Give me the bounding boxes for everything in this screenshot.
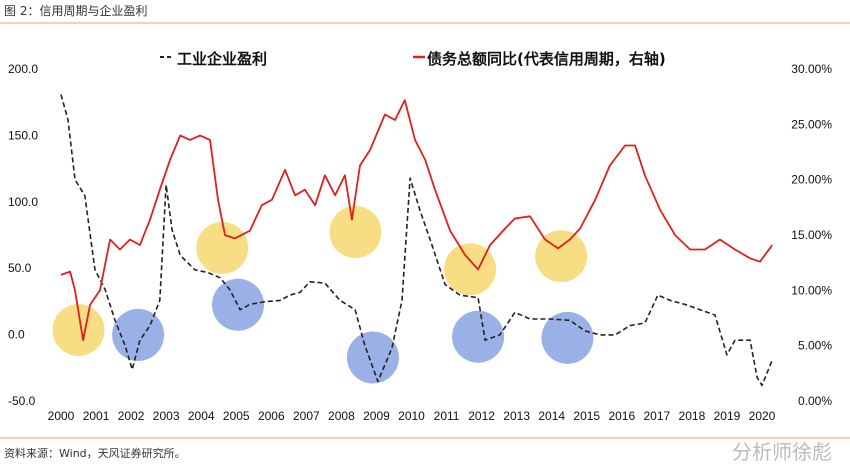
- y-right-tick-label: 20.00%: [791, 173, 832, 187]
- x-tick-label: 2007: [293, 409, 320, 423]
- annotation-circles: [52, 206, 594, 384]
- watermark: 分析师徐彪: [732, 440, 832, 464]
- y-right-tick-label: 5.00%: [798, 339, 832, 353]
- y-right-tick-label: 15.00%: [791, 228, 832, 242]
- y-left-tick-label: 200.0: [8, 62, 38, 76]
- y-left-tick-label: 50.0: [8, 261, 32, 275]
- x-tick-label: 2006: [258, 409, 285, 423]
- annotation-circle: [112, 308, 165, 361]
- y-left-tick-label: 0.0: [8, 328, 25, 342]
- y-right-tick-label: 25.00%: [791, 117, 832, 131]
- x-tick-label: 2011: [434, 409, 460, 423]
- x-tick-label: 2019: [714, 409, 741, 423]
- annotation-circle: [52, 304, 105, 357]
- x-tick-label: 2005: [223, 409, 250, 423]
- x-tick-label: 2008: [328, 409, 355, 423]
- x-tick-label: 2001: [83, 409, 110, 423]
- axis-ticks: -50.0 0.0 50.0 100.0 150.0 200.0 0.00% 5.00% 10.…: [8, 62, 832, 423]
- annotation-circle: [212, 278, 265, 331]
- y-right-tick-label: 30.00%: [791, 62, 832, 76]
- x-tick-label: 2015: [573, 409, 600, 423]
- annotation-circle: [535, 230, 588, 283]
- x-tick-label: 2002: [118, 409, 145, 423]
- x-tick-label: 2013: [503, 409, 530, 423]
- y-left-tick-label: 100.0: [8, 195, 38, 209]
- y-right-tick-label: 10.00%: [791, 283, 832, 297]
- x-tick-label: 2003: [153, 409, 180, 423]
- x-tick-label: 2004: [188, 409, 215, 423]
- legend: 工业企业盈利 债务总额同比(代表信用周期，右轴): [160, 50, 666, 68]
- x-tick-label: 2010: [398, 409, 425, 423]
- x-tick-label: 2012: [468, 409, 495, 423]
- annotation-circle: [329, 206, 382, 259]
- source-note: 资料来源：Wind，天风证券研究所。: [4, 446, 186, 460]
- series-lines: [60, 94, 773, 387]
- x-tick-label: 2018: [679, 409, 706, 423]
- annotation-circle: [444, 243, 497, 296]
- x-tick-label: 2009: [363, 409, 390, 423]
- legend-label-debt: 债务总额同比(代表信用周期，右轴): [427, 50, 666, 68]
- debt-growth-line: [60, 99, 773, 342]
- x-tick-label: 2014: [538, 409, 565, 423]
- profit-line: [60, 94, 773, 387]
- y-left-tick-label: 150.0: [8, 128, 38, 142]
- x-tick-label: 2020: [749, 409, 776, 423]
- annotation-circle: [196, 221, 249, 274]
- x-tick-label: 2016: [608, 409, 635, 423]
- annotation-circle: [452, 310, 505, 363]
- y-right-tick-label: 0.00%: [798, 394, 832, 408]
- x-tick-label: 2000: [48, 409, 75, 423]
- legend-label-profit: 工业企业盈利: [177, 50, 267, 68]
- annotation-circle: [346, 331, 399, 384]
- x-tick-label: 2017: [643, 409, 670, 423]
- y-left-tick-label: -50.0: [8, 394, 36, 408]
- figure-title: 图 2：信用周期与企业盈利: [4, 3, 147, 18]
- annotation-circle: [541, 311, 594, 364]
